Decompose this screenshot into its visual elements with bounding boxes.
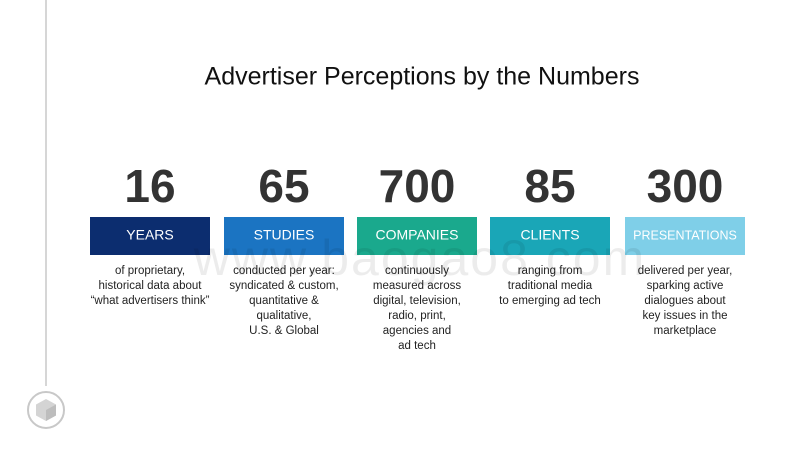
stat-description: U.S. & Global — [249, 325, 319, 337]
stat-description: marketplace — [654, 325, 717, 337]
stat-description: qualitative, — [257, 310, 312, 322]
stat-description: syndicated & custom, — [229, 280, 338, 292]
stat-label-box — [90, 217, 210, 255]
stat-description: dialogues about — [644, 295, 726, 307]
stat-description: historical data about — [99, 280, 203, 292]
logo-icon — [27, 391, 65, 429]
stat-description: radio, print, — [388, 310, 446, 322]
stat-label: STUDIES — [254, 227, 315, 243]
stat-description: of proprietary, — [115, 265, 185, 277]
stat-number: 700 — [379, 160, 456, 212]
stat-label: YEARS — [126, 227, 173, 243]
stat-description: “what advertisers think” — [91, 295, 210, 307]
stat-label-box — [625, 217, 745, 255]
stat-label: CLIENTS — [520, 227, 579, 243]
stat-label: PRESENTATIONS — [633, 228, 737, 242]
stat-description: quantitative & — [249, 295, 319, 307]
stat-label: COMPANIES — [376, 227, 459, 243]
stat-description: delivered per year, — [638, 265, 733, 277]
stat-description: ranging from — [518, 265, 583, 277]
stat-description: sparking active — [647, 280, 724, 292]
stat-number: 65 — [258, 160, 309, 212]
stat-description: measured across — [373, 280, 461, 292]
stat-description: conducted per year: — [233, 265, 335, 277]
stat-label-box — [490, 217, 610, 255]
stat-description: agencies and — [383, 325, 451, 337]
stat-description: digital, television, — [373, 295, 461, 307]
stat-label-box — [357, 217, 477, 255]
slide-title: Advertiser Perceptions by the Numbers — [205, 63, 640, 91]
stat-description: traditional media — [508, 280, 593, 292]
stat-description: ad tech — [398, 340, 436, 352]
stat-description: key issues in the — [642, 310, 727, 322]
stat-description: continuously — [385, 265, 449, 277]
stat-label-box — [224, 217, 344, 255]
stat-description: to emerging ad tech — [499, 295, 601, 307]
watermark: www.baogao8.com — [193, 230, 646, 286]
stat-number: 85 — [524, 160, 575, 212]
stat-number: 300 — [647, 160, 724, 212]
stat-number: 16 — [124, 160, 175, 212]
